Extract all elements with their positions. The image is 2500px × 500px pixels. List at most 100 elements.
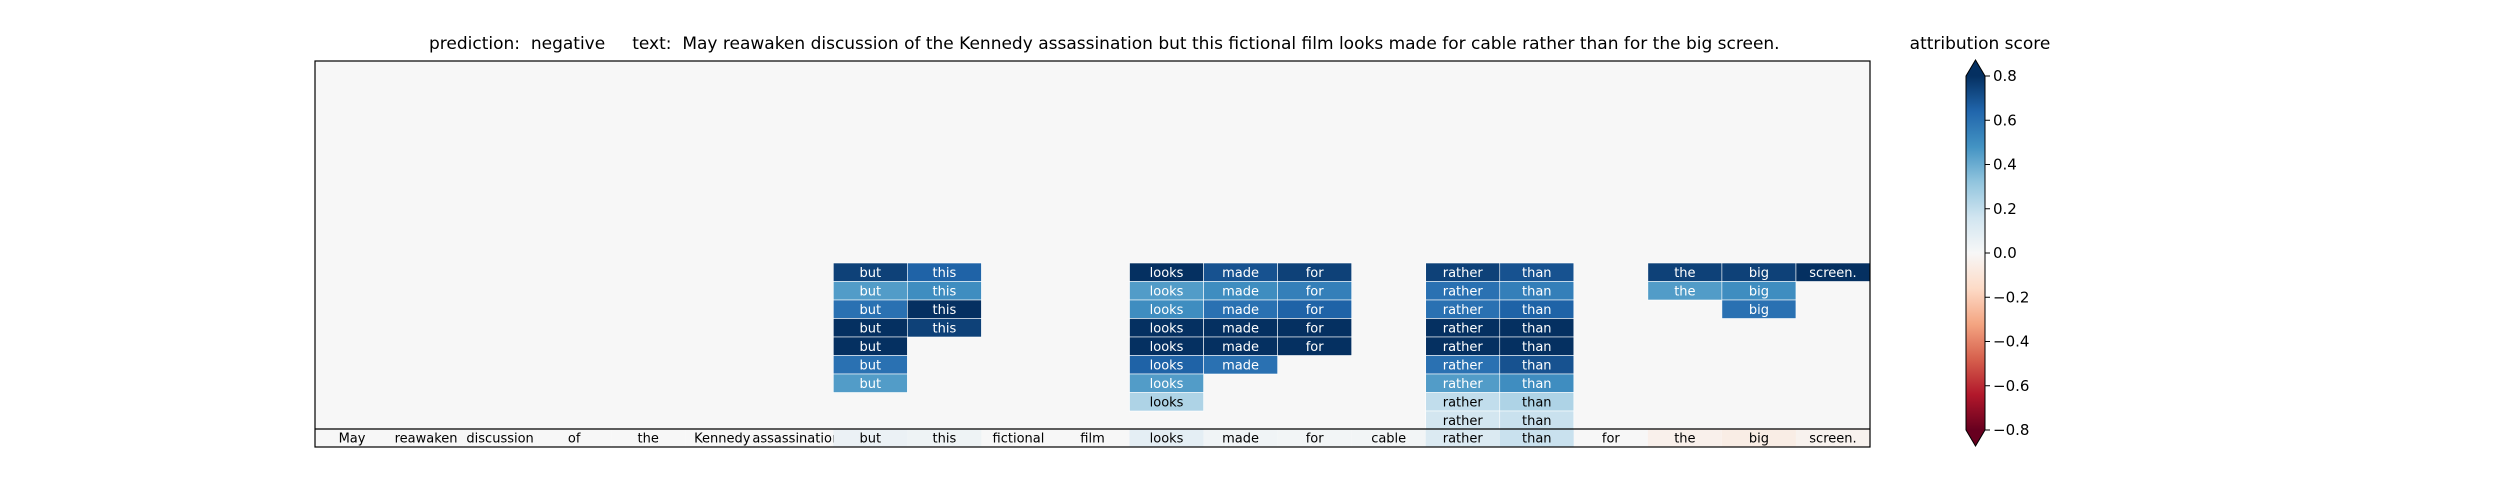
base-token-rect [1351,429,1426,447]
heat-cell-label: than [1522,321,1552,336]
base-token-rect [1499,429,1574,447]
heat-cell-label: for [1306,303,1325,318]
heat-cell: but [833,336,908,356]
heat-cell: looks [1129,262,1204,282]
base-token-label: looks [1150,432,1184,447]
heat-cell-label: rather [1443,284,1484,299]
base-token-cell: the [611,429,686,447]
heat-cell-label: but [860,266,882,281]
colorbar-tick: 0.8 [1985,67,2017,85]
heat-cell: made [1203,336,1278,356]
base-token-cell: than [1499,429,1574,447]
plot-background [315,61,1870,429]
heat-cell-label: than [1522,340,1552,355]
heat-cell: but [833,355,908,375]
heat-cell-label: than [1522,414,1552,429]
base-token-rect [1647,429,1722,447]
base-token-cell: film [1055,429,1130,447]
colorbar-tick-label: −0.6 [1993,377,2029,395]
colorbar-title: attribution score [1909,34,2051,54]
heat-cell: than [1499,410,1575,430]
heat-cell: looks [1129,281,1204,301]
heat-cell: this [907,262,982,282]
base-token-label: rather [1443,432,1484,447]
heat-cell-label: but [860,358,882,373]
colorbar-gradient [1966,76,1985,430]
base-token-label: big [1749,432,1769,447]
heat-cell: than [1499,336,1575,356]
base-token-rect [611,429,686,447]
base-token-label: discussion [466,432,533,447]
colorbar-tick: −0.2 [1985,288,2029,306]
heat-cell-label: big [1749,266,1769,281]
heat-cell-label: but [860,340,882,355]
colorbar-tick-label: −0.2 [1993,288,2029,306]
heat-cell-rect [1721,299,1797,319]
heat-cell-label: this [933,266,957,281]
base-token-rect [1055,429,1130,447]
heat-cell-label: for [1306,284,1325,299]
heat-cell-label: but [860,303,882,318]
heat-cell-label: than [1522,358,1552,373]
heat-cell: this [907,318,982,338]
base-token-cell: discussion [463,429,538,447]
base-token-rect [1795,429,1870,447]
heat-cell-label: this [933,303,957,318]
base-token-cell: rather [1425,429,1500,447]
heat-cell: big [1721,281,1797,301]
heat-cell: but [833,299,908,319]
heat-cell: made [1203,355,1278,375]
heat-cell: than [1499,281,1575,301]
base-token-cell: fictional [981,429,1056,447]
base-token-rect [537,429,612,447]
heat-cell: big [1721,299,1797,319]
prediction-value: negative [530,34,606,54]
heat-cell-label: rather [1443,340,1484,355]
heat-cell: than [1499,318,1575,338]
base-token-label: this [933,432,957,447]
colorbar-tick: 0.0 [1985,244,2017,262]
heat-cell: looks [1129,299,1204,319]
base-token-rect [1129,429,1204,447]
heat-cell-label: rather [1443,377,1484,392]
base-token-cell: May [315,429,390,447]
colorbar-tick: 0.2 [1985,200,2017,218]
heat-cell-label: looks [1150,266,1184,281]
colorbar-tick-label: −0.8 [1993,421,2029,439]
heat-cell: rather [1425,373,1501,393]
heat-cell-rect [907,318,982,338]
base-token-cell: assassination [752,429,840,447]
heat-cell-label: than [1522,266,1552,281]
heat-cell-label: rather [1443,321,1484,336]
base-token-label: but [860,432,882,447]
heat-cell-label: the [1674,284,1695,299]
base-token-label: of [568,432,581,447]
heat-cell-label: than [1522,395,1552,410]
heat-cell: big [1721,262,1797,282]
heat-cell-label: made [1222,266,1259,281]
heat-cell-label: rather [1443,358,1484,373]
heat-cell: for [1277,318,1352,338]
heat-cell-label: rather [1443,414,1484,429]
colorbar-tick: −0.6 [1985,377,2029,395]
base-token-cell: but [833,429,908,447]
heat-cell: looks [1129,336,1204,356]
heat-cell-label: for [1306,266,1325,281]
base-token-rect [907,429,982,447]
heat-cell: looks [1129,392,1204,412]
colorbar-tick: 0.6 [1985,111,2017,129]
heat-cell: rather [1425,318,1501,338]
base-token-rect [833,429,908,447]
heat-cell: made [1203,262,1278,282]
heat-cell-label: screen. [1809,266,1856,281]
heat-cell-label: looks [1150,284,1184,299]
base-token-label: for [1306,432,1325,447]
heat-cell: than [1499,262,1575,282]
base-token-cell: cable [1351,429,1426,447]
base-token-label: film [1080,432,1104,447]
heat-cell-rect [1277,336,1352,356]
colorbar-tick-label: 0.0 [1993,244,2017,262]
plot-frame [314,60,1871,448]
heat-cell: made [1203,318,1278,338]
text-label: text: [632,34,672,54]
